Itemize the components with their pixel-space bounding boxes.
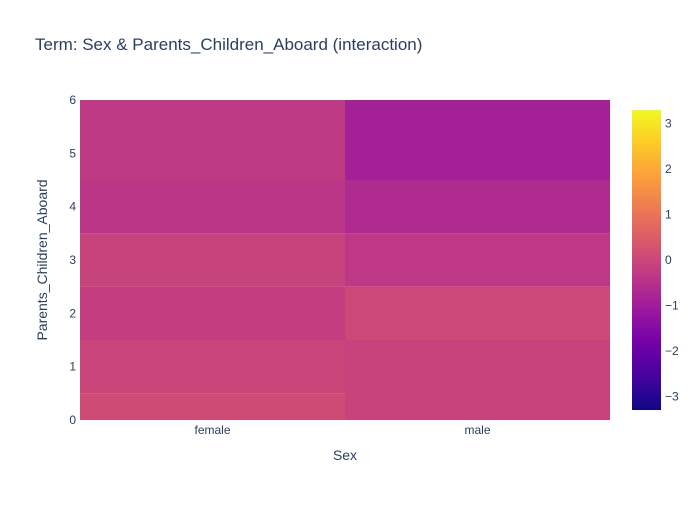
colorbar-tick-label: −1 bbox=[665, 298, 679, 312]
y-tick-label: 2 bbox=[69, 306, 76, 320]
heatmap-cell bbox=[80, 180, 345, 234]
y-axis-label: Parents_Children_Aboard bbox=[34, 179, 50, 340]
heatmap-cell bbox=[80, 340, 345, 394]
y-tick-label: 0 bbox=[69, 413, 76, 427]
y-tick-label: 3 bbox=[69, 253, 76, 267]
y-tick-label: 6 bbox=[69, 93, 76, 107]
chart-title: Term: Sex & Parents_Children_Aboard (int… bbox=[35, 35, 422, 54]
heatmap-cell bbox=[345, 180, 610, 234]
heatmap-cell bbox=[345, 340, 610, 420]
colorbar-tick-label: 2 bbox=[665, 162, 672, 176]
colorbar-tick-label: 1 bbox=[665, 208, 672, 222]
heatmap-cell bbox=[80, 100, 345, 180]
colorbar-ticks: −3 −2 −1 0 1 2 3 bbox=[665, 117, 679, 404]
heatmap-cell bbox=[80, 233, 345, 287]
y-tick-label: 4 bbox=[69, 200, 76, 214]
colorbar-tick-label: 3 bbox=[665, 117, 672, 131]
heatmap-cell bbox=[80, 393, 345, 420]
x-tick-label: male bbox=[464, 423, 490, 437]
colorbar-tick-label: −3 bbox=[665, 389, 679, 403]
colorbar bbox=[632, 110, 661, 410]
colorbar-tick-label: 0 bbox=[665, 253, 672, 267]
x-axis-ticks: female male bbox=[194, 423, 490, 437]
heatmap-cell bbox=[345, 233, 610, 287]
y-axis-ticks: 0 1 2 3 4 5 6 bbox=[69, 93, 76, 427]
x-tick-label: female bbox=[194, 423, 230, 437]
y-tick-label: 5 bbox=[69, 146, 76, 160]
heatmap-cell bbox=[80, 286, 345, 340]
colorbar-tick-label: −2 bbox=[665, 344, 679, 358]
heatmap-cell bbox=[345, 100, 610, 180]
y-tick-label: 1 bbox=[69, 360, 76, 374]
heatmap-cells bbox=[80, 100, 610, 420]
heatmap-cell bbox=[345, 286, 610, 340]
x-axis-label: Sex bbox=[333, 447, 357, 463]
